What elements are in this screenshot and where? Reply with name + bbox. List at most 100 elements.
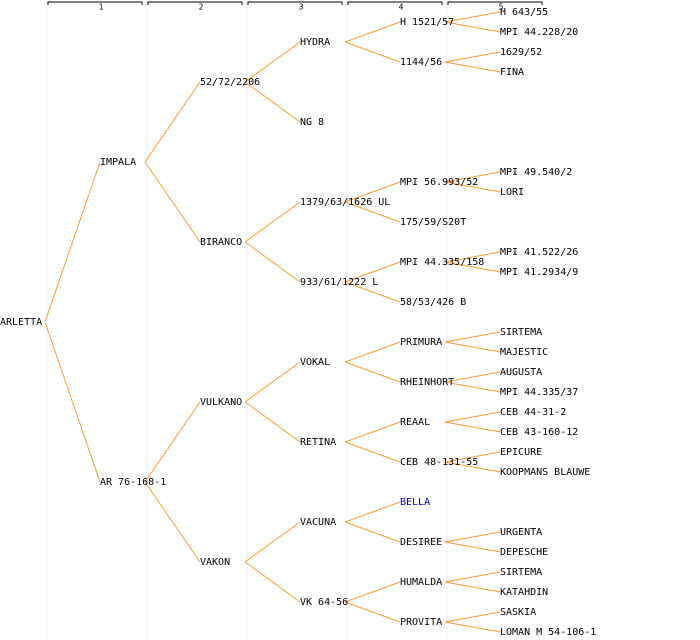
tree-link	[344, 41, 401, 63]
node-label: EPICURE	[500, 447, 542, 458]
node-label: DESIREE	[400, 537, 442, 548]
tree-link	[444, 461, 501, 473]
node-label: VOKAL	[300, 357, 330, 368]
node-label: RETINA	[300, 437, 336, 448]
tree-link	[444, 11, 501, 23]
tree-link	[444, 171, 501, 183]
node-label: BELLA	[400, 497, 430, 508]
node-label: MPI 49.540/2	[500, 167, 572, 178]
node-label: AUGUSTA	[500, 367, 542, 378]
node-label: SIRTEMA	[500, 567, 542, 578]
tree-link	[444, 571, 501, 583]
node-label: HYDRA	[300, 37, 330, 48]
tree-link	[444, 541, 501, 553]
tree-link	[244, 41, 301, 83]
node-label: MPI 44.335/158	[400, 257, 484, 268]
tree-link	[444, 451, 501, 463]
node-label: KOOPMANS BLAUWE	[500, 467, 590, 478]
tree-link	[444, 261, 501, 273]
tree-link	[344, 601, 401, 623]
node-label: FINA	[500, 67, 524, 78]
tree-link	[344, 521, 401, 543]
tree-link	[444, 581, 501, 593]
node-label: SASKIA	[500, 607, 536, 618]
node-label: 1379/63/1626 UL	[300, 197, 390, 208]
tree-link	[344, 181, 401, 203]
node-label: MPI 41.2934/9	[500, 267, 578, 278]
tree-link	[244, 561, 301, 603]
tree-link	[444, 21, 501, 33]
node-label: IMPALA	[100, 157, 136, 168]
ruler-bracket	[247, 1, 343, 5]
node-label: SIRTEMA	[500, 327, 542, 338]
node-label: VACUNA	[300, 517, 336, 528]
tree-link	[444, 61, 501, 73]
ruler-label: 5	[499, 3, 504, 12]
tree-link	[444, 531, 501, 543]
tree-link	[44, 161, 101, 323]
tree-link	[344, 201, 401, 223]
tree-link	[344, 261, 401, 283]
node-label: MPI 56.993/52	[400, 177, 478, 188]
tree-link	[444, 621, 501, 633]
node-label: NG 8	[300, 117, 324, 128]
node-label: H 643/55	[500, 7, 548, 18]
node-label: PRIMURA	[400, 337, 442, 348]
node-label: 175/59/S20T	[400, 217, 466, 228]
tree-link	[144, 161, 201, 243]
tree-link	[244, 361, 301, 403]
tree-link	[344, 421, 401, 443]
tree-link	[144, 401, 201, 483]
ruler-label: 1	[99, 3, 104, 12]
tree-link	[344, 581, 401, 603]
node-label: PROVITA	[400, 617, 442, 628]
tree-link	[444, 381, 501, 393]
ruler-bracket	[147, 1, 243, 5]
tree-link	[444, 181, 501, 193]
node-label: MAJESTIC	[500, 347, 548, 358]
tree-link	[444, 341, 501, 353]
ruler-label: 2	[199, 3, 204, 12]
tree-link	[344, 281, 401, 303]
node-label: CEB 48-131-55	[400, 457, 478, 468]
tree-link	[444, 371, 501, 383]
node-label: MPI 44.335/37	[500, 387, 578, 398]
ruler-label: 3	[299, 3, 304, 12]
tree-link	[144, 481, 201, 563]
ruler-bracket	[47, 1, 143, 5]
node-label: RHEINHORT	[400, 377, 454, 388]
node-label: CEB 43-160-12	[500, 427, 578, 438]
tree-link	[344, 341, 401, 363]
node-label: VK 64-56	[300, 597, 348, 608]
tree-link	[444, 251, 501, 263]
node-label: LOMAN M 54-106-1	[500, 627, 596, 638]
node-label: KATAHDIN	[500, 587, 548, 598]
tree-link	[244, 81, 301, 123]
ruler-bracket	[447, 1, 543, 5]
node-label: CEB 44-31-2	[500, 407, 566, 418]
tree-link	[344, 441, 401, 463]
node-label: URGENTA	[500, 527, 542, 538]
node-label: MPI 41.522/26	[500, 247, 578, 258]
node-label: DEPESCHE	[500, 547, 548, 558]
tree-link	[444, 611, 501, 623]
tree-link	[144, 81, 201, 163]
tree-link	[244, 201, 301, 243]
node-label: 1629/52	[500, 47, 542, 58]
tree-link	[44, 321, 101, 483]
tree-link	[444, 411, 501, 423]
node-label: 52/72/2206	[200, 77, 260, 88]
node-label: MPI 44.228/20	[500, 27, 578, 38]
node-label: LORI	[500, 187, 524, 198]
tree-link	[444, 331, 501, 343]
tree-link	[244, 241, 301, 283]
tree-link	[344, 361, 401, 383]
node-label: BIRANCO	[200, 237, 242, 248]
ruler-label: 4	[399, 3, 404, 12]
tree-link	[344, 21, 401, 43]
node-label: H 1521/57	[400, 17, 454, 28]
tree-link	[444, 51, 501, 63]
node-label: 58/53/426 B	[400, 297, 466, 308]
node-label: HUMALDA	[400, 577, 442, 588]
tree-link	[244, 401, 301, 443]
